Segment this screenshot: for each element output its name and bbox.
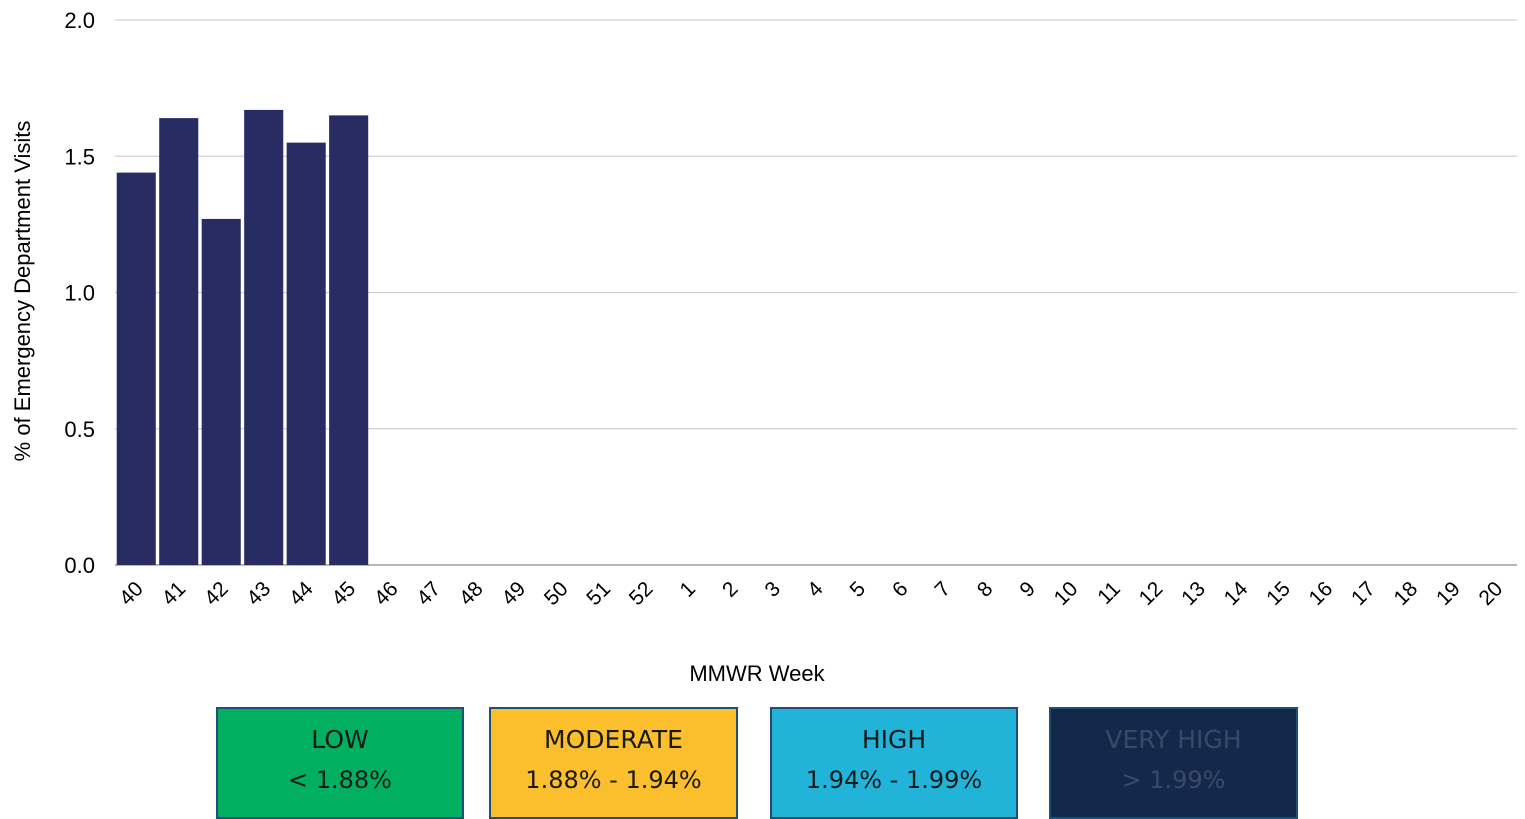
legend-high: HIGH 1.94% - 1.99%	[770, 707, 1018, 819]
y-axis-ticks: 0.0 0.5 1.0 1.5 2.0	[64, 8, 95, 578]
x-tick-label: 49	[497, 577, 530, 610]
x-tick-label: 14	[1220, 577, 1253, 610]
legend-high-level: HIGH	[861, 725, 927, 754]
x-tick-label: 4	[803, 577, 828, 602]
bar-week-41	[159, 118, 199, 565]
bar-week-40	[116, 172, 156, 565]
x-tick-label: 52	[625, 577, 658, 610]
x-tick-label: 20	[1475, 577, 1508, 610]
legend-moderate: MODERATE 1.88% - 1.94%	[489, 707, 738, 819]
x-tick-label: 46	[370, 577, 403, 610]
legend-moderate-range: 1.88% - 1.94%	[525, 766, 702, 794]
x-tick-label: 1	[676, 577, 701, 602]
y-tick-label: 1.5	[64, 144, 95, 169]
bar-week-45	[329, 115, 369, 565]
x-tick-label: 18	[1390, 577, 1423, 610]
x-tick-label: 50	[540, 577, 573, 610]
x-tick-label: 6	[888, 577, 913, 602]
x-tick-label: 16	[1305, 577, 1338, 610]
x-tick-label: 13	[1177, 577, 1210, 610]
legend-low-level: LOW	[311, 725, 369, 754]
y-axis-label: % of Emergency Department Visits	[10, 121, 35, 462]
x-tick-label: 2	[718, 577, 743, 602]
bar-week-43	[244, 109, 284, 566]
x-tick-label: 15	[1262, 577, 1295, 610]
x-tick-label: 40	[115, 577, 148, 610]
legend-low-range: < 1.88%	[288, 766, 392, 794]
legend-low: LOW < 1.88%	[216, 707, 464, 819]
x-tick-label: 10	[1050, 577, 1083, 610]
x-tick-label: 7	[930, 577, 955, 602]
x-tick-label: 19	[1432, 577, 1465, 610]
bars	[116, 109, 369, 566]
x-tick-label: 45	[327, 577, 360, 610]
y-tick-label: 0.0	[64, 553, 95, 578]
legend-very-high-range: > 1.99%	[1121, 766, 1226, 794]
bar-week-42	[201, 218, 241, 566]
x-tick-label: 47	[412, 577, 445, 610]
x-tick-label: 3	[761, 577, 786, 602]
y-tick-label: 0.5	[64, 417, 95, 442]
x-tick-label: 5	[845, 577, 870, 602]
x-tick-label: 44	[285, 577, 318, 610]
legend-very-high-level: VERY HIGH	[1105, 725, 1242, 754]
x-tick-label: 51	[582, 577, 615, 610]
x-tick-label: 12	[1135, 577, 1168, 610]
y-tick-label: 1.0	[64, 281, 95, 306]
legend-high-range: 1.94% - 1.99%	[805, 766, 983, 794]
x-tick-label: 17	[1347, 577, 1380, 610]
x-tick-label: 41	[157, 577, 190, 610]
x-tick-label: 43	[242, 577, 275, 610]
legend-moderate-level: MODERATE	[544, 725, 683, 754]
bar-chart: 0.00.51.01.52.0 40 41 42 43 44 45 46 47 48 49 50 51…	[10, 8, 1517, 686]
x-tick-label: 9	[1015, 577, 1040, 602]
x-tick-label: 8	[973, 577, 998, 602]
y-tick-label: 2.0	[64, 8, 95, 33]
x-axis-ticks: 40 41 42 43 44 45 46 47 48 49 50 51 52 1 2 3 4 5 6 7 8 9 10 11 1…	[115, 577, 1507, 610]
legend-very-high: VERY HIGH > 1.99%	[1049, 707, 1298, 819]
x-tick-label: 42	[200, 577, 233, 610]
x-tick-label: 11	[1093, 577, 1125, 609]
x-axis-label: MMWR Week	[689, 661, 825, 686]
x-tick-label: 48	[455, 577, 488, 610]
bar-week-44	[286, 142, 326, 565]
